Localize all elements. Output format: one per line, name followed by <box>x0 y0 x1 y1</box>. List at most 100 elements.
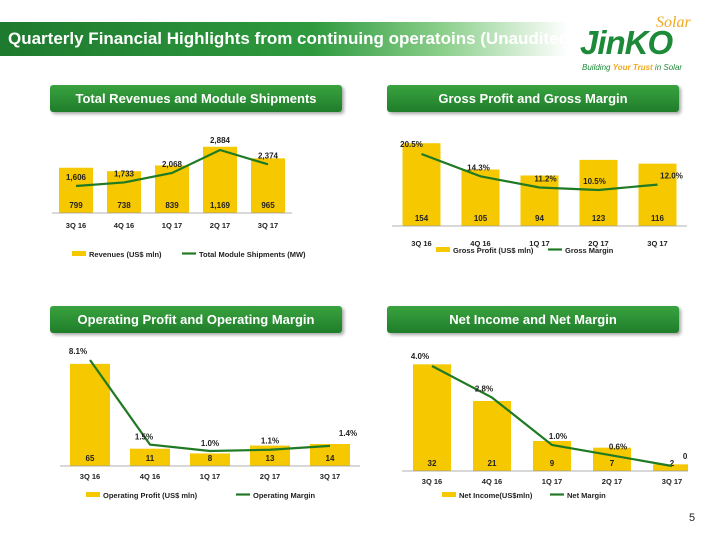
bar-value-label-3: 13 <box>266 454 275 463</box>
legend-line-label: Operating Margin <box>253 491 316 500</box>
legend-bar-swatch <box>72 251 86 256</box>
bar-value-label-2: 839 <box>165 201 179 210</box>
category-label-2: 1Q 17 <box>529 239 549 248</box>
line-value-label-4: 1.4% <box>339 429 357 438</box>
logo-tagline-c: in Solar <box>652 63 683 72</box>
panel-heading-gross-profit: Gross Profit and Gross Margin <box>387 85 679 112</box>
legend-line-label: Gross Margin <box>565 246 614 255</box>
line-value-label-0: 8.1% <box>69 347 87 356</box>
legend-line-label: Total Module Shipments (MW) <box>199 250 306 259</box>
bar-0 <box>413 364 451 471</box>
category-label-3: 2Q 17 <box>210 221 230 230</box>
line-value-label-3: 2,884 <box>210 136 231 145</box>
line-value-label-1: 1,733 <box>114 169 135 178</box>
line-value-label-3: 0.6% <box>609 442 627 451</box>
bar-value-label-4: 965 <box>261 201 275 210</box>
line-value-label-0: 20.5% <box>400 140 423 149</box>
title-bar: Quarterly Financial Highlights from cont… <box>0 22 575 56</box>
logo-jinko-text: JinKO <box>580 24 673 61</box>
category-label-0: 3Q 16 <box>80 472 100 481</box>
bar-value-label-2: 9 <box>550 459 555 468</box>
bar-value-label-2: 94 <box>535 214 544 223</box>
bar-value-label-0: 154 <box>415 214 429 223</box>
category-label-3: 2Q 17 <box>588 239 608 248</box>
category-label-2: 1Q 17 <box>200 472 220 481</box>
bar-value-label-3: 123 <box>592 214 606 223</box>
category-label-1: 4Q 16 <box>140 472 160 481</box>
legend-bar-swatch <box>86 492 100 497</box>
bar-1 <box>107 171 141 213</box>
category-label-1: 4Q 16 <box>114 221 134 230</box>
net-income-margin-chart: 32 21 9 7 2 4.0% 2.8% 1.0% 0.6% 0.2% 3Q 16 4Q 16 1Q … <box>402 352 688 500</box>
bar-0 <box>59 167 93 213</box>
line-value-label-2: 1.0% <box>549 432 567 441</box>
bar-value-label-0: 32 <box>428 459 437 468</box>
series-line <box>75 148 269 188</box>
category-label-1: 4Q 16 <box>482 477 502 486</box>
bar-value-label-0: 65 <box>86 454 95 463</box>
category-label-3: 2Q 17 <box>260 472 280 481</box>
line-value-label-2: 11.2% <box>534 174 556 183</box>
category-label-4: 3Q 17 <box>662 477 682 486</box>
title-bar-background <box>0 22 568 56</box>
bar-value-label-1: 738 <box>117 201 131 210</box>
category-label-4: 3Q 17 <box>647 239 667 248</box>
bar-4 <box>310 444 350 466</box>
page-title: Quarterly Financial Highlights from cont… <box>8 29 575 48</box>
gross-profit-margin-chart: 154 105 94 123 116 20.5% 14.3% 11.2% 10.5% 12.0% 3… <box>392 140 687 255</box>
operating-profit-margin-chart: 65 11 8 13 14 8.1% 1.5% 1.0% 1.1% 1.4% 3Q 16 4Q 16 1… <box>60 347 360 500</box>
category-label-0: 3Q 16 <box>66 221 86 230</box>
bar-value-label-4: 2 <box>670 459 675 468</box>
bar-2 <box>520 175 559 226</box>
legend-bar-swatch <box>442 492 456 497</box>
bar-2 <box>190 453 230 466</box>
bar-value-label-3: 7 <box>610 459 615 468</box>
bar-4 <box>638 163 677 226</box>
bar-3 <box>203 146 237 213</box>
bar-value-label-0: 799 <box>69 201 83 210</box>
line-value-label-1: 14.3% <box>467 163 490 172</box>
bar-0 <box>70 363 110 466</box>
bar-3 <box>579 159 618 226</box>
bar-value-label-1: 11 <box>146 454 155 463</box>
bar-4 <box>251 158 285 213</box>
revenues-shipments-chart: 799 738 839 1,169 965 1,606 1,733 2,068 2,884 2,3… <box>52 136 306 259</box>
legend-bar-label: Net Income(US$mln) <box>459 491 533 500</box>
line-value-label-4: 12.0% <box>660 172 683 181</box>
legend-bar-label: Revenues (US$ mln) <box>89 250 162 259</box>
category-label-0: 3Q 16 <box>422 477 442 486</box>
bar-value-label-1: 105 <box>474 214 488 223</box>
line-value-label-4: 0.2% <box>683 452 688 461</box>
category-label-2: 1Q 17 <box>162 221 182 230</box>
bar-value-label-3: 1,169 <box>210 201 231 210</box>
bar-value-label-4: 116 <box>651 214 664 223</box>
category-label-4: 3Q 17 <box>258 221 278 230</box>
bar-value-label-2: 8 <box>208 454 213 463</box>
line-value-label-3: 1.1% <box>261 437 279 446</box>
panel-heading-operating-profit: Operating Profit and Operating Margin <box>50 306 342 333</box>
legend-bar-label: Operating Profit (US$ mln) <box>103 491 198 500</box>
line-value-label-0: 1,606 <box>66 173 87 182</box>
bar-1 <box>473 401 511 471</box>
line-value-label-0: 4.0% <box>411 352 429 361</box>
page-number: 5 <box>689 512 696 524</box>
logo-tagline-a: Building <box>582 63 613 72</box>
legend-bar-swatch <box>436 247 450 252</box>
panel-heading-net-income: Net Income and Net Margin <box>387 306 679 333</box>
bar-1 <box>130 448 170 466</box>
category-label-2: 1Q 17 <box>542 477 562 486</box>
series-line <box>421 152 658 192</box>
logo-tagline: Building Your Trust in Solar <box>582 63 682 72</box>
line-value-label-4: 2,374 <box>258 151 279 160</box>
category-label-3: 2Q 17 <box>602 477 622 486</box>
line-value-label-2: 2,068 <box>162 160 183 169</box>
bar-4 <box>653 464 688 471</box>
line-value-label-1: 1.5% <box>135 433 153 442</box>
logo-tagline-b: Your Trust <box>612 63 653 72</box>
category-label-0: 3Q 16 <box>411 239 431 248</box>
bar-value-label-4: 14 <box>326 454 335 463</box>
legend-line-label: Net Margin <box>567 491 606 500</box>
line-value-label-2: 1.0% <box>201 439 219 448</box>
bar-value-label-1: 21 <box>488 459 497 468</box>
series-line <box>89 359 331 453</box>
